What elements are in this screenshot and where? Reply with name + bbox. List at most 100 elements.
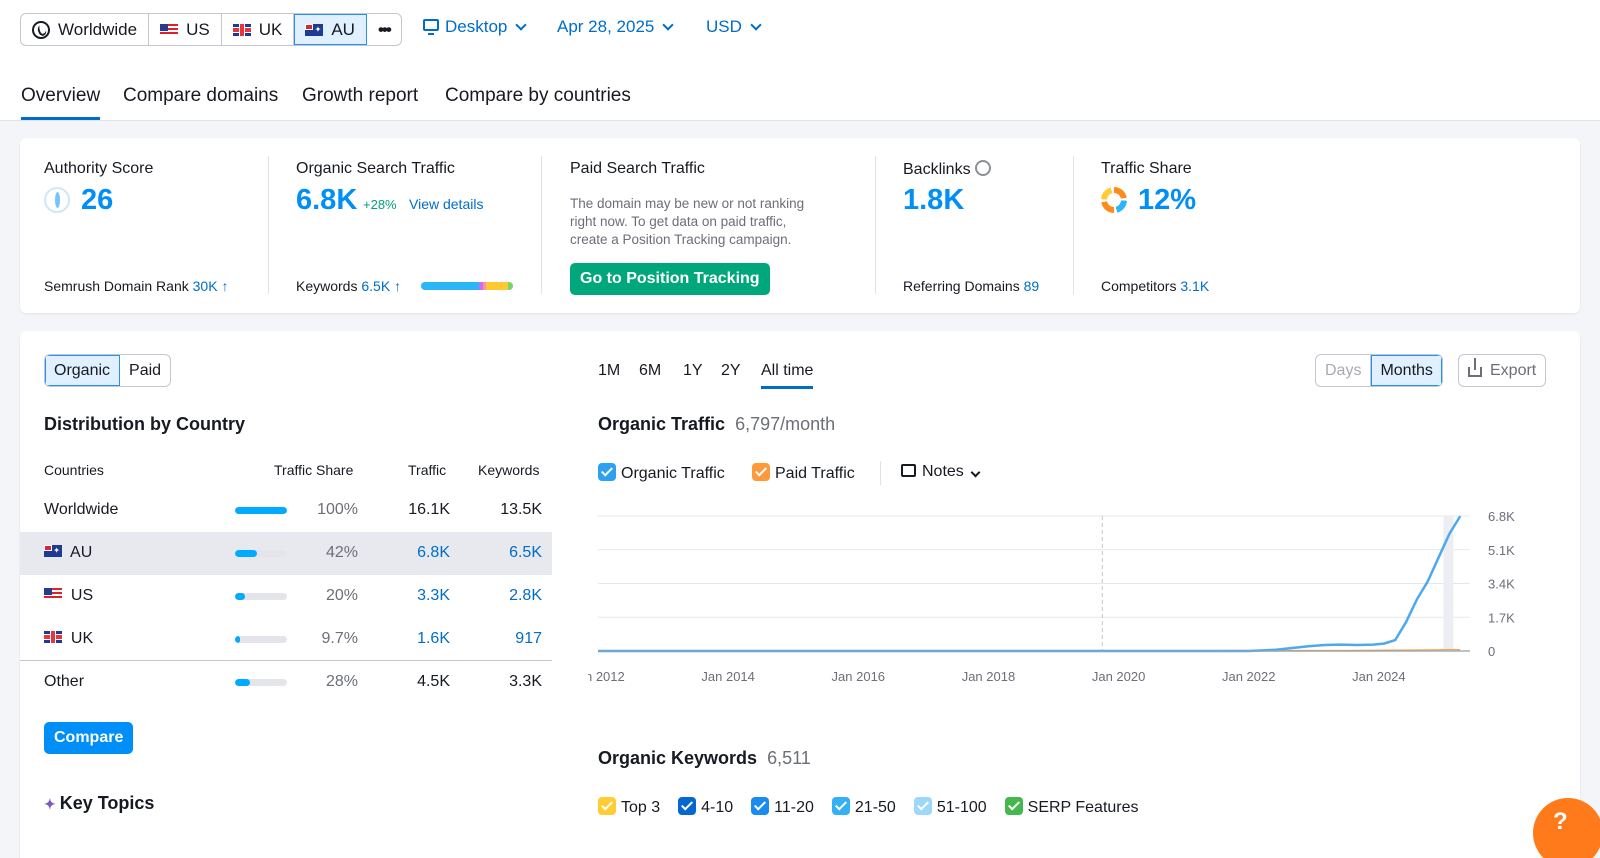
keywords-value[interactable]: 6.5K bbox=[361, 278, 391, 294]
organic-traffic-widget: Organic Search Traffic 6.8K +28% View de… bbox=[296, 138, 546, 313]
y-tick-label: 0 bbox=[1488, 644, 1495, 659]
keywords-distribution-bar bbox=[421, 282, 513, 290]
database-selector: Worldwide US UK AU ••• bbox=[20, 13, 402, 46]
organic-traffic-chart[interactable]: 6.8K 5.1K 3.4K 1.7K 0 Jan 2012 Jan 2014 Jan 201… bbox=[588, 499, 1540, 699]
summary-card: Authority Score 26 Semrush Domain Rank 3… bbox=[20, 138, 1580, 313]
keywords-link[interactable]: 2.8K bbox=[509, 587, 542, 604]
db-au[interactable]: AU bbox=[294, 14, 367, 45]
paid-traffic-message: The domain may be new or not ranking rig… bbox=[570, 196, 805, 247]
export-button[interactable]: Export bbox=[1458, 354, 1547, 387]
db-uk[interactable]: UK bbox=[222, 14, 295, 45]
period-6m[interactable]: 6M bbox=[639, 362, 662, 379]
share-bar bbox=[235, 550, 287, 557]
db-worldwide[interactable]: Worldwide bbox=[21, 14, 150, 45]
x-tick-label: Jan 2016 bbox=[832, 669, 886, 684]
authority-score-icon bbox=[44, 187, 70, 213]
legend-serp-features[interactable]: SERP Features bbox=[1004, 797, 1139, 817]
table-row[interactable]: Other 28% 4.5K 3.3K bbox=[20, 660, 552, 703]
chevron-down-icon bbox=[662, 18, 675, 31]
table-row[interactable]: AU 42% 6.8K 6.5K bbox=[20, 532, 552, 575]
competitors-value[interactable]: 3.1K bbox=[1180, 278, 1210, 294]
authority-score-widget[interactable]: Authority Score 26 Semrush Domain Rank 3… bbox=[44, 138, 264, 313]
col-traffic[interactable]: Traffic bbox=[408, 462, 447, 478]
currency-select[interactable]: USD bbox=[706, 17, 762, 37]
table-row[interactable]: Worldwide 100% 16.1K 13.5K bbox=[44, 501, 542, 518]
traffic-share-value[interactable]: 12% bbox=[1138, 184, 1197, 216]
notes-dropdown[interactable]: Notes bbox=[901, 463, 981, 481]
share-bar bbox=[235, 679, 287, 686]
organic-paid-toggle: Organic Paid bbox=[44, 354, 172, 387]
compare-button[interactable]: Compare bbox=[44, 722, 134, 754]
domain-rank-value[interactable]: 30K bbox=[192, 278, 218, 294]
share-bar bbox=[235, 507, 287, 514]
traffic-share-title: Traffic Share bbox=[1101, 160, 1192, 177]
legend-top-3[interactable]: Top 3 bbox=[598, 797, 660, 817]
keywords-link[interactable]: 917 bbox=[515, 630, 542, 647]
period-1m[interactable]: 1M bbox=[598, 362, 621, 379]
organic-toggle[interactable]: Organic bbox=[45, 355, 121, 386]
go-to-position-tracking-button[interactable]: Go to Position Tracking bbox=[570, 263, 770, 295]
referring-domains-value[interactable]: 89 bbox=[1023, 278, 1040, 294]
device-select[interactable]: Desktop bbox=[423, 17, 528, 37]
legend-organic-traffic[interactable]: Organic Traffic bbox=[598, 463, 725, 483]
more-icon: ••• bbox=[377, 19, 392, 39]
date-select[interactable]: Apr 28, 2025 bbox=[557, 17, 675, 37]
organic-traffic-value[interactable]: 6.8K bbox=[296, 184, 358, 216]
period-1y[interactable]: 1Y bbox=[683, 362, 703, 379]
hover-column bbox=[1443, 516, 1454, 651]
x-tick-label: Jan 2020 bbox=[1092, 669, 1146, 684]
keywords-link[interactable]: 6.5K bbox=[509, 544, 542, 561]
paid-toggle[interactable]: Paid bbox=[129, 362, 162, 379]
tab-growth-report[interactable]: Growth report bbox=[302, 85, 419, 106]
organic-traffic-title: Organic Search Traffic bbox=[296, 160, 455, 177]
flag-us-icon bbox=[44, 588, 62, 600]
arrow-up-icon: ↑ bbox=[221, 278, 229, 294]
checkbox-icon bbox=[913, 797, 932, 815]
traffic-link[interactable]: 1.6K bbox=[417, 630, 450, 647]
flag-au-icon bbox=[305, 23, 324, 36]
table-row[interactable]: UK 9.7% 1.6K 917 bbox=[20, 618, 552, 661]
legend-21-50[interactable]: 21-50 bbox=[831, 797, 896, 817]
table-row[interactable]: US 20% 3.3K 2.8K bbox=[20, 575, 552, 618]
key-topics-title: ✦ Key Topics bbox=[44, 793, 155, 813]
backlinks-title: Backlinks bbox=[903, 160, 991, 179]
legend-51-100[interactable]: 51-100 bbox=[913, 797, 987, 817]
traffic-share-widget: Traffic Share 12% Competitors 3.1K bbox=[1101, 138, 1301, 313]
keywords-count: Keywords 6.5K ↑ bbox=[296, 278, 402, 294]
paid-traffic-widget: Paid Search Traffic The domain may be ne… bbox=[570, 138, 860, 313]
referring-domains: Referring Domains 89 bbox=[903, 278, 1040, 294]
days-toggle[interactable]: Days bbox=[1316, 355, 1372, 386]
traffic-link[interactable]: 6.8K bbox=[417, 544, 450, 561]
tab-compare-by-countries[interactable]: Compare by countries bbox=[445, 85, 631, 106]
db-us[interactable]: US bbox=[149, 14, 222, 45]
tab-compare-domains[interactable]: Compare domains bbox=[123, 85, 279, 106]
backlinks-value[interactable]: 1.8K bbox=[903, 184, 965, 216]
legend-paid-traffic[interactable]: Paid Traffic bbox=[752, 463, 855, 483]
period-2y[interactable]: 2Y bbox=[721, 362, 741, 379]
main-card: Organic Paid Distribution by Country Cou… bbox=[20, 331, 1580, 858]
months-toggle[interactable]: Months bbox=[1371, 355, 1442, 386]
paid-traffic-title: Paid Search Traffic bbox=[570, 160, 705, 177]
checkbox-icon bbox=[1004, 797, 1023, 815]
checkbox-icon bbox=[678, 797, 697, 815]
checkbox-icon bbox=[752, 463, 770, 481]
keywords-legend: Top 3 4-10 11-20 21-50 51-100 SERP Featu… bbox=[598, 797, 1139, 817]
help-icon[interactable]: ? bbox=[1533, 798, 1600, 858]
competitors: Competitors 3.1K bbox=[1101, 278, 1210, 294]
view-details-link[interactable]: View details bbox=[409, 196, 484, 212]
settings-icon[interactable] bbox=[974, 160, 991, 176]
divider bbox=[1073, 156, 1074, 294]
traffic-link[interactable]: 3.3K bbox=[417, 587, 450, 604]
period-all-time[interactable]: All time bbox=[761, 362, 814, 389]
flag-uk-icon bbox=[232, 23, 251, 36]
x-tick-label: Jan 2018 bbox=[962, 669, 1016, 684]
more-databases-button[interactable]: ••• bbox=[367, 14, 401, 45]
col-keywords[interactable]: Keywords bbox=[478, 462, 540, 478]
legend-11-20[interactable]: 11-20 bbox=[751, 797, 814, 817]
legend-4-10[interactable]: 4-10 bbox=[678, 797, 733, 817]
report-tabs: Overview Compare domains Growth report C… bbox=[0, 60, 1600, 121]
y-tick-label: 3.4K bbox=[1488, 577, 1515, 592]
col-traffic-share[interactable]: Traffic Share bbox=[274, 462, 354, 478]
chevron-down-icon bbox=[515, 18, 528, 31]
tab-overview[interactable]: Overview bbox=[21, 85, 101, 120]
